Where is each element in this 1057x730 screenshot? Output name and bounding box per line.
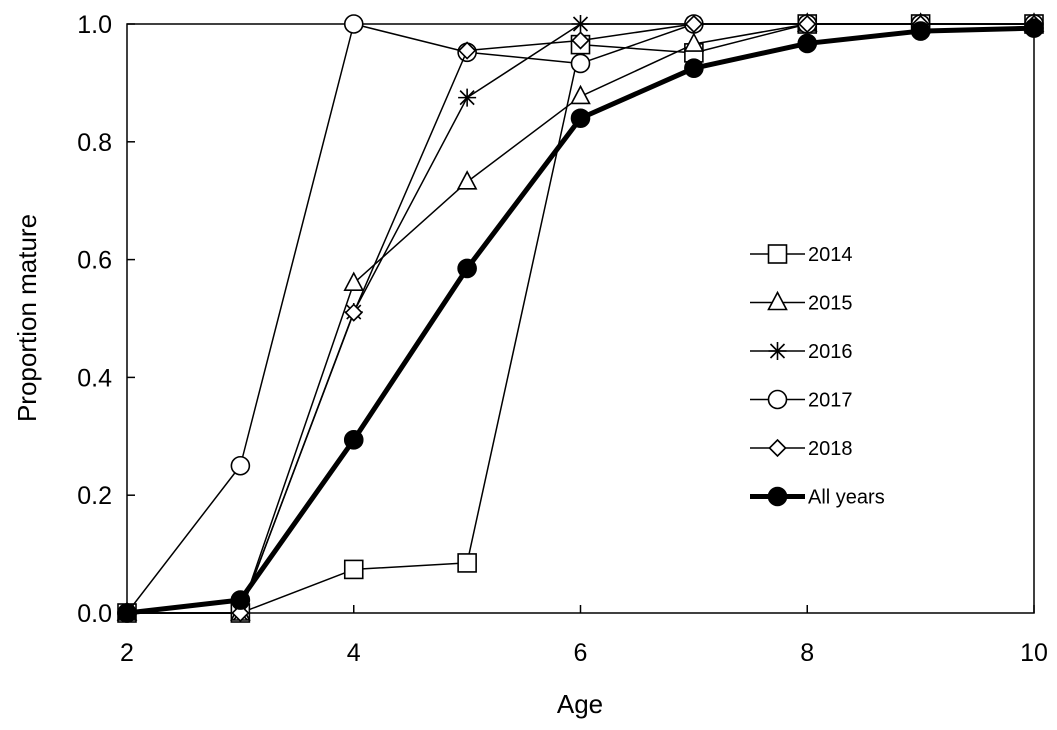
data-point-all-years — [570, 108, 591, 129]
x-axis: 2 4 6 8 10 — [120, 605, 1048, 667]
data-point-2018 — [798, 14, 817, 34]
legend-item-2016: 2016 — [750, 341, 853, 363]
series-all-years — [117, 18, 1044, 623]
data-point-2014 — [343, 559, 364, 580]
data-point-2018 — [231, 603, 250, 623]
legend-label: 2016 — [808, 341, 853, 363]
data-point-all-years — [684, 58, 704, 78]
data-point-all-years — [117, 603, 137, 623]
data-point-all-years — [910, 21, 931, 41]
data-point-2016 — [458, 88, 477, 107]
data-point-2018 — [457, 41, 477, 60]
x-axis-title: Age — [557, 689, 603, 719]
legend: 2014 2015 2016 2017 2018 All years — [750, 244, 885, 509]
data-point-2015 — [570, 84, 591, 105]
y-tick-label: 1.0 — [77, 11, 112, 39]
legend-label: 2015 — [808, 293, 853, 315]
data-point-all-years — [230, 590, 251, 610]
legend-item-all-years: All years — [750, 487, 885, 509]
x-tick-label: 6 — [574, 639, 588, 667]
legend-marker-2015 — [767, 290, 788, 311]
y-tick-label: 0.2 — [77, 482, 112, 510]
data-point-all-years — [457, 258, 477, 279]
legend-label: All years — [808, 487, 885, 509]
data-point-2015 — [456, 170, 478, 190]
legend-item-2017: 2017 — [750, 390, 853, 412]
y-axis-title: Proportion mature — [12, 214, 42, 422]
data-point-2015 — [683, 32, 705, 52]
legend-label: 2014 — [808, 244, 853, 266]
x-tick-label: 10 — [1020, 639, 1048, 667]
legend-label: 2018 — [808, 438, 853, 460]
data-point-2018 — [344, 303, 363, 322]
y-tick-label: 0.4 — [77, 364, 112, 392]
data-point-2018 — [571, 31, 590, 50]
data-point-2014 — [457, 553, 477, 573]
legend-item-2018: 2018 — [750, 438, 853, 460]
x-tick-label: 8 — [800, 639, 814, 667]
data-point-2017 — [343, 14, 364, 34]
legend-item-2015: 2015 — [750, 290, 853, 315]
legend-marker-2014 — [767, 244, 788, 264]
x-tick-label: 2 — [120, 639, 134, 667]
data-point-2016 — [571, 15, 590, 33]
legend-marker-2018 — [768, 438, 787, 458]
y-tick-label: 0.0 — [77, 600, 112, 628]
legend-marker-2016 — [768, 342, 787, 360]
series-layer — [116, 12, 1045, 623]
y-tick-label: 0.8 — [77, 129, 112, 157]
y-axis: 0.0 0.2 0.4 0.6 0.8 1.0 — [77, 11, 135, 628]
legend-marker-all-years — [767, 486, 788, 507]
y-tick-label: 0.6 — [77, 247, 112, 275]
legend-marker-2017 — [767, 389, 788, 410]
data-point-2017 — [230, 455, 251, 476]
data-point-2018 — [684, 14, 704, 34]
data-point-2017 — [570, 53, 591, 74]
x-tick-label: 4 — [347, 639, 361, 667]
data-point-2015 — [343, 271, 365, 291]
legend-item-2014: 2014 — [750, 244, 853, 266]
legend-label: 2017 — [808, 390, 853, 412]
data-point-all-years — [797, 33, 818, 54]
data-point-all-years — [343, 430, 364, 450]
data-point-all-years — [1024, 18, 1044, 38]
